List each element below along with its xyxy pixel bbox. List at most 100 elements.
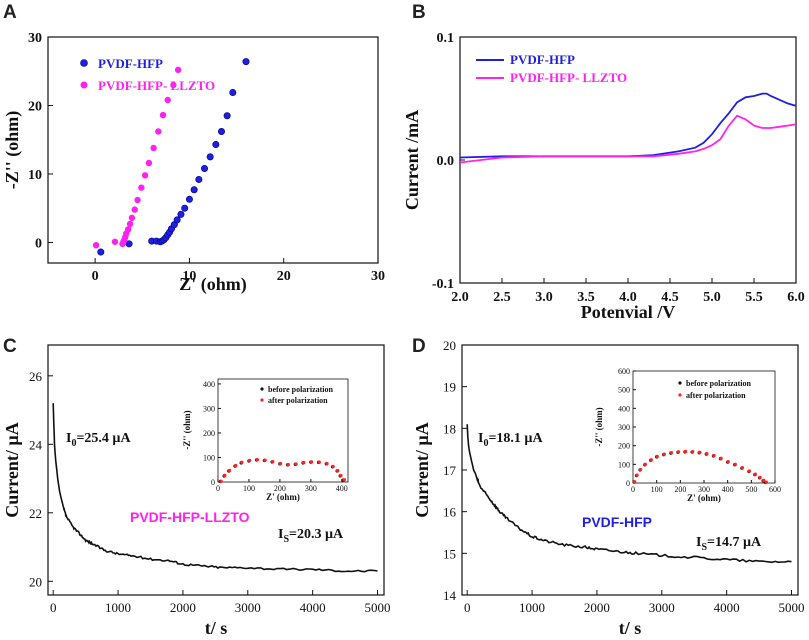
panel-b-legend-pvdf-hfp: PVDF-HFP [510, 52, 575, 67]
panel-c-inset-legend-marker-before [260, 387, 264, 391]
panel-d-inset-point-after [740, 465, 745, 470]
panel-c-inset-point-after [317, 460, 321, 464]
panel-c-inset-point-after [278, 461, 283, 466]
panel-c-inset-x-tick-label: 400 [336, 484, 348, 493]
panel-c-is-rest: =20.3 µA [289, 527, 344, 542]
panel-a-point-llzto [145, 159, 153, 167]
panel-c-x-tick-label: 0 [50, 600, 57, 615]
panel-b-chart: 2.0 2.5 3.0 3.5 4.0 4.5 5.0 5.5 6.0 -0.1 0.0 0.1 Po… [402, 31, 805, 322]
panel-d-inset-y-tick-label: 600 [618, 367, 630, 376]
panel-a-chart: 0 10 20 30 0 10 20 30 Z' (ohm) -Z'' (ohm) PVDF-… [2, 31, 385, 295]
panel-b-line-llzto [459, 114, 797, 164]
panel-b-marks [459, 92, 797, 164]
panel-a-x-tick-label: 10 [182, 269, 196, 284]
panel-c-frame [47, 344, 385, 596]
panel-a-y-tick-label: 10 [28, 168, 42, 183]
panel-d-inset-x-tick-label: 600 [769, 485, 781, 494]
panel-d-inset-legend-before: before polarization [686, 379, 752, 388]
panel-c-i0-rest: =25.4 µA [76, 431, 131, 446]
panel-c-inset-point-after [286, 462, 290, 467]
panel-b-x-tick-label: 2.0 [451, 290, 469, 305]
panel-d-is-sub: S [701, 542, 707, 553]
panel-b-x-tick-label: 3.0 [535, 290, 553, 305]
panel-c-y-tick-label: 26 [29, 369, 43, 384]
panel-a-point-llzto [138, 184, 145, 191]
panel-label-a: A [3, 2, 17, 23]
panel-d-inset-y-tick-label: 0 [626, 479, 630, 488]
panel-d-inset-point-after [635, 473, 639, 477]
panel-d-inset-x-tick-label: 0 [631, 485, 635, 494]
panel-d-inset-point-after [655, 454, 659, 459]
panel-a-point-llzto [111, 238, 119, 245]
panel-d-inset: 0 100 200 300 400 500 600 0 100 200 300 400 500 600 Z… [594, 367, 781, 503]
panel-a-point-pvdf-hfp [177, 210, 185, 218]
panel-d-series-label: PVDF-HFP [582, 514, 652, 530]
panel-b-x-label: Potenvial /V [581, 302, 676, 322]
panel-c-x-tick-label: 1000 [105, 600, 131, 615]
panel-d-inset-point-after [698, 450, 702, 455]
panel-c-inset-point-after [240, 460, 244, 465]
panel-a-point-pvdf-hfp [173, 216, 181, 224]
panel-b-y-tick-label: -0.1 [432, 277, 454, 292]
panel-d-i0-annotation: I0=18.1 µA [478, 431, 543, 449]
panel-c-x-tick-label: 4000 [300, 600, 326, 615]
panel-a-point-llzto [159, 111, 167, 119]
panel-a-point-pvdf-hfp [201, 164, 209, 172]
panel-d-inset-point-after [753, 472, 758, 476]
panel-a-y-tick-label: 0 [35, 236, 42, 251]
panel-b-y-tick-label: 0.1 [437, 31, 455, 46]
panel-c-is-main: I [278, 527, 283, 542]
panel-d-inset-x-tick-label: 400 [722, 485, 734, 494]
panel-d-i0-rest: =18.1 µA [488, 431, 543, 446]
panel-d-y-tick-label: 16 [443, 505, 457, 520]
panel-d-inset-point-after [764, 480, 768, 484]
panel-b-x-tick-label: 4.0 [619, 290, 637, 305]
panel-a-point-pvdf-hfp [223, 112, 231, 120]
panel-d-y-tick-label: 20 [443, 338, 456, 353]
panel-d-inset-legend-marker-before [678, 381, 682, 385]
panel-c-y-tick-label: 22 [29, 506, 42, 521]
panel-a-x-tick-label: 20 [277, 269, 291, 284]
panel-c-inset-point-after [263, 458, 267, 462]
panel-a-point-llzto [92, 241, 100, 249]
panel-a-point-pvdf-hfp [217, 128, 225, 136]
panel-d-inset-point-after [632, 480, 637, 484]
panel-d-marks [466, 424, 792, 564]
panel-d-inset-y-tick-label: 100 [618, 460, 630, 469]
panel-c-i0-sub: 0 [71, 438, 76, 449]
panel-a-point-llzto [128, 214, 136, 221]
panel-d-y-tick-label: 17 [443, 463, 457, 478]
panel-b-y-label: Current /mA [402, 110, 422, 210]
panel-c-inset-point-after [339, 473, 343, 478]
panel-d-inset-x-tick-label: 100 [651, 485, 663, 494]
panel-c-y-label: Current/ µA [2, 422, 22, 518]
panel-d-x-tick-label: 5000 [779, 600, 805, 615]
panel-a-x-tick-label: 0 [92, 269, 99, 284]
panel-label-c: C [3, 336, 17, 357]
panel-d-inset-point-after [758, 475, 762, 480]
panel-c-inset-legend-marker-after [260, 398, 264, 402]
panel-d-inset-point-after [649, 458, 653, 462]
panel-a-y-tick-label: 20 [28, 99, 42, 114]
panel-a-point-llzto [124, 226, 132, 233]
panel-c-current-line [52, 403, 378, 573]
panel-d-inset-point-after [747, 469, 752, 473]
panel-c-inset-point-after [294, 462, 298, 466]
panel-a-frame [47, 36, 379, 264]
panel-a-point-llzto [131, 206, 138, 213]
panel-c-i0-annotation: I0=25.4 µA [66, 431, 131, 449]
panel-c-inset-y-tick-label: 300 [203, 404, 215, 413]
panel-a-point-llzto [126, 220, 134, 228]
panel-d-is-rest: =14.7 µA [707, 535, 762, 550]
panel-c-series-label: PVDF-HFP-LLZTO [130, 509, 250, 525]
panel-c-i0-main: I [66, 431, 71, 446]
panel-d-y-tick-label: 15 [443, 546, 456, 561]
panel-c-inset-point-after [302, 460, 306, 465]
panel-d-inset-point-after [676, 450, 681, 454]
panel-a-point-llzto [170, 81, 177, 89]
panel-c-inset-x-tick-label: 300 [305, 484, 317, 493]
panel-a-x-label: Z' (ohm) [179, 274, 247, 295]
panel-d-y-tick-label: 14 [443, 588, 457, 603]
